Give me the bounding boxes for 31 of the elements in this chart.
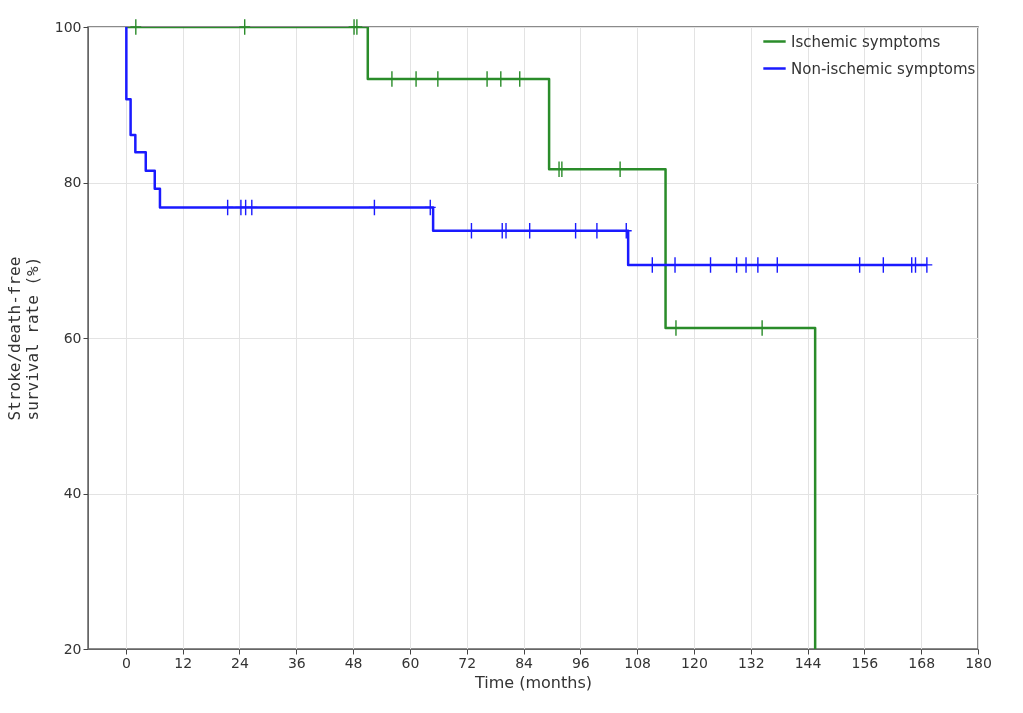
y-tick-label: 20 xyxy=(63,640,82,657)
x-tick-label: 144 xyxy=(794,654,822,671)
y-tick-label: 60 xyxy=(63,329,82,346)
point xyxy=(129,18,142,36)
x-tick-label: 36 xyxy=(287,654,306,671)
y-axis-title: Stroke/death-free survival rate (%) xyxy=(4,256,42,421)
x-tick-label: 156 xyxy=(851,654,879,671)
x-tick-label: 120 xyxy=(681,654,708,671)
y-tick-label: 100 xyxy=(54,18,82,35)
x-tick-label: 0 xyxy=(121,654,131,671)
point xyxy=(368,198,381,216)
legend-label: Non-ischemic symptoms xyxy=(791,59,976,78)
x-tick-label: 24 xyxy=(231,654,249,671)
point xyxy=(424,198,437,216)
point xyxy=(238,18,251,36)
x-tick-label: 180 xyxy=(965,654,992,671)
x-tick-label: 96 xyxy=(571,654,590,671)
legend-label: Ischemic symptoms xyxy=(791,32,941,51)
x-tick-label: 48 xyxy=(344,654,363,671)
point xyxy=(221,198,234,216)
x-tick-label: 168 xyxy=(908,654,936,671)
x-tick-label: 72 xyxy=(458,654,477,671)
y-tick-label: 40 xyxy=(63,485,82,501)
x-tick-label: 84 xyxy=(515,654,534,671)
x-tick-label: 132 xyxy=(737,654,765,671)
x-axis-title: Time (months) xyxy=(474,672,592,692)
x-tick-label: 12 xyxy=(174,654,193,671)
y-tick-label: 80 xyxy=(63,174,82,190)
x-tick-label: 60 xyxy=(401,654,420,671)
point xyxy=(245,198,258,216)
x-tick-label: 108 xyxy=(624,654,652,671)
